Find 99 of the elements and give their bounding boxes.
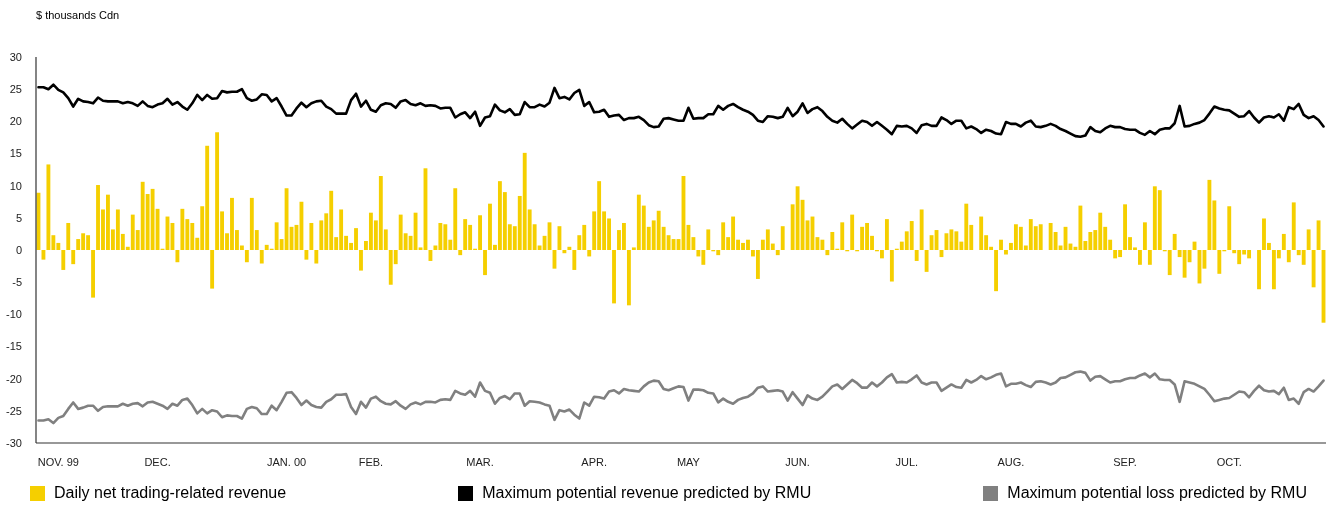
legend-label: Daily net trading-related revenue	[54, 484, 287, 502]
bar	[259, 250, 264, 264]
bar	[1257, 250, 1261, 290]
bar	[1167, 250, 1172, 276]
bar	[820, 239, 825, 250]
bar	[71, 250, 76, 265]
bar	[780, 226, 785, 250]
bar	[1182, 250, 1187, 278]
bar	[91, 250, 95, 298]
bar	[1113, 250, 1118, 259]
bar	[458, 250, 463, 256]
bar	[587, 250, 592, 257]
bar	[1227, 206, 1232, 250]
bar	[825, 250, 830, 256]
bar	[1004, 250, 1008, 255]
bar	[889, 250, 894, 282]
bar	[706, 229, 711, 250]
bar	[572, 250, 577, 270]
bar	[244, 250, 249, 263]
x-tick-label: MAR.	[466, 456, 494, 468]
y-tick-label: 10	[9, 179, 22, 192]
bar	[359, 250, 363, 271]
bar	[1306, 229, 1311, 250]
bar	[562, 250, 567, 254]
bar	[909, 221, 914, 250]
bar	[914, 250, 919, 261]
x-tick-label: JUN.	[785, 456, 810, 468]
bar	[304, 250, 309, 260]
bar	[46, 164, 51, 250]
bar	[755, 250, 760, 279]
bar	[949, 229, 954, 250]
bar	[999, 239, 1003, 250]
bar	[924, 250, 929, 272]
bar	[884, 219, 889, 250]
bar	[215, 132, 220, 250]
y-tick-label: 0	[15, 243, 22, 256]
bar	[210, 250, 215, 289]
y-tick-label: -30	[6, 436, 22, 449]
bar	[979, 216, 984, 250]
bar	[1147, 250, 1152, 265]
bar	[1157, 190, 1162, 250]
x-tick-label: FEB.	[358, 456, 384, 468]
bar	[463, 219, 468, 250]
y-tick-label: -20	[6, 372, 22, 385]
bar	[418, 247, 423, 250]
bar	[61, 250, 66, 270]
bar	[830, 231, 835, 250]
bar	[795, 186, 800, 250]
bar	[1142, 222, 1147, 250]
bar	[1217, 250, 1222, 274]
bar	[850, 214, 855, 250]
bar	[314, 250, 319, 264]
legend-label: Maximum potential revenue predicted by RMU	[482, 484, 812, 502]
y-tick-label: 25	[9, 83, 22, 96]
x-tick-label: AUG.	[997, 456, 1025, 468]
y-tick-label: 20	[9, 115, 22, 128]
bar	[1286, 250, 1291, 263]
x-tick-label: APR.	[581, 456, 608, 468]
y-tick-label: 15	[9, 147, 22, 160]
x-tick-label: DEC.	[144, 456, 171, 468]
bar	[1138, 250, 1142, 265]
y-tick-label: -5	[12, 276, 22, 289]
bar	[994, 250, 998, 292]
bar	[919, 209, 924, 250]
x-tick-label: JAN. 00	[266, 456, 307, 468]
bar	[309, 222, 314, 250]
x-tick-label: JUL.	[895, 456, 919, 468]
y-tick-label: 30	[9, 50, 22, 63]
bar	[612, 250, 616, 304]
y-axis-title: $ thousands Cdn	[36, 9, 120, 21]
bar	[567, 246, 572, 250]
bar	[775, 250, 780, 256]
bar	[860, 226, 865, 250]
bar	[175, 250, 180, 263]
bar	[1038, 224, 1043, 250]
line-series	[37, 83, 1325, 139]
x-tick-label: NOV. 99	[37, 456, 79, 468]
bar	[1291, 202, 1296, 250]
line-series	[37, 370, 1325, 425]
bar	[150, 188, 155, 250]
bar	[66, 222, 71, 250]
bar	[180, 208, 185, 250]
bar	[1281, 233, 1286, 250]
x-tick-label: OCT.	[1216, 456, 1242, 468]
bar	[1301, 250, 1306, 265]
y-tick-label: 5	[15, 211, 22, 224]
bar	[721, 222, 726, 250]
bar	[1172, 233, 1177, 250]
bar	[626, 250, 631, 306]
y-tick-label: -10	[6, 308, 22, 321]
y-tick-label: -15	[6, 340, 22, 353]
bar	[1311, 250, 1316, 288]
bar	[1207, 179, 1212, 250]
x-tick-label: MAY	[676, 456, 701, 468]
y-tick-label: -25	[6, 404, 22, 417]
bar	[483, 250, 487, 276]
x-tick-label: SEP.	[1113, 456, 1137, 468]
legend-label: Maximum potential loss predicted by RMU	[1007, 484, 1307, 502]
bar	[1078, 205, 1083, 250]
